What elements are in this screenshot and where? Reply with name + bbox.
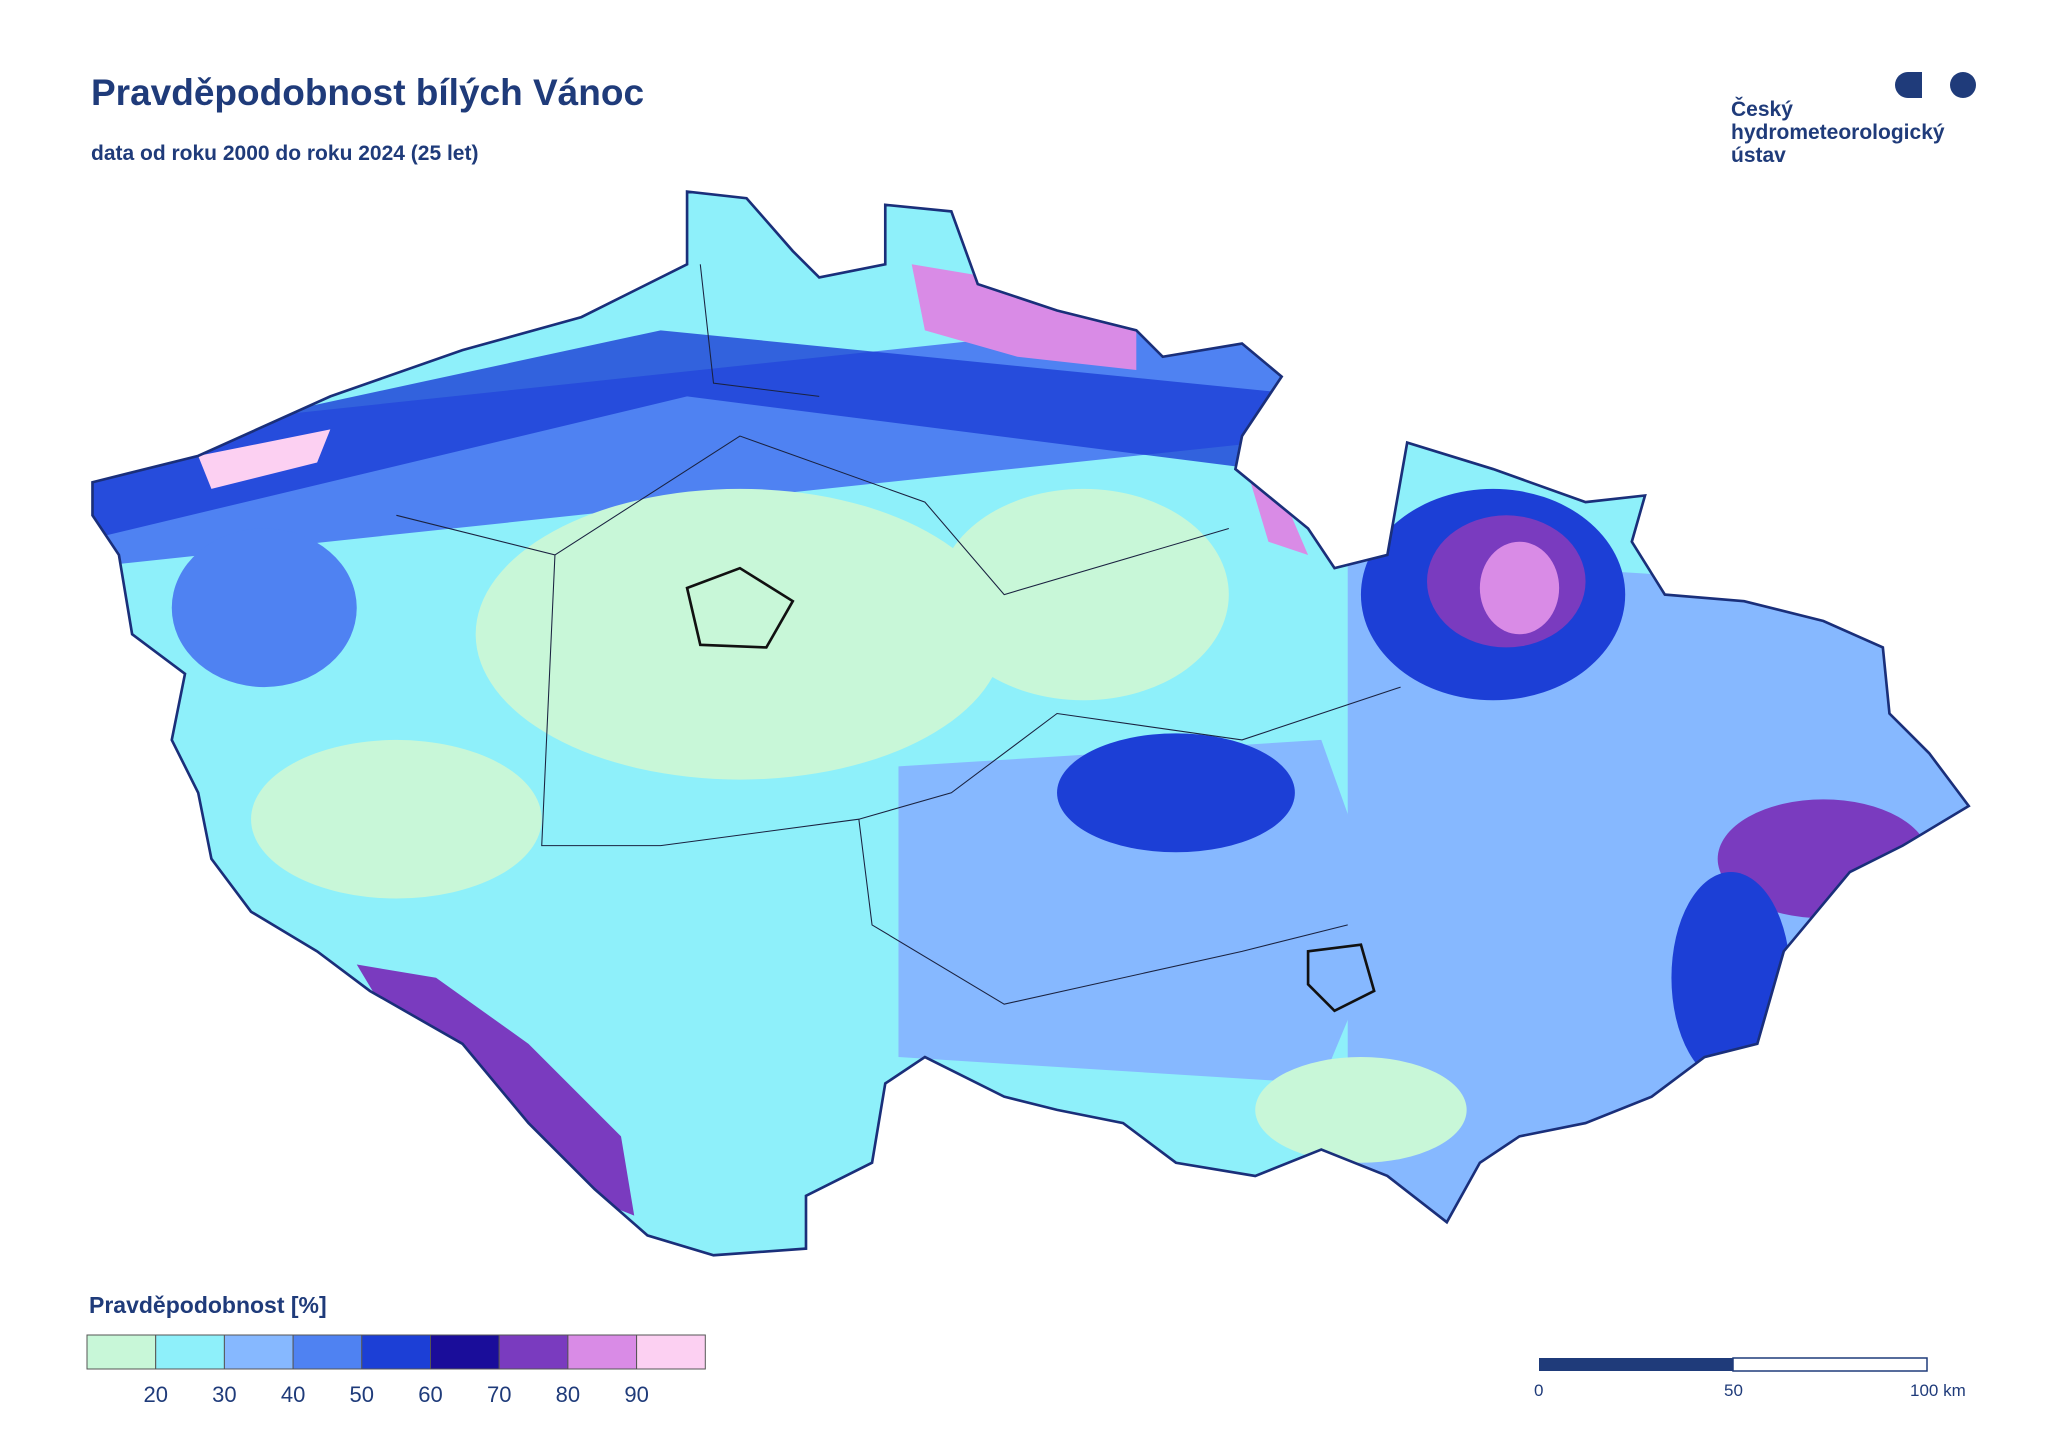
legend-tick-label: 80 [556,1382,580,1407]
legend-swatch [430,1334,500,1370]
map-area [198,429,331,489]
map-area [475,488,1005,780]
legend-tick-label: 50 [350,1382,374,1407]
scale-label: 50 [1724,1381,1743,1400]
legend-tick-label: 40 [281,1382,305,1407]
legend-swatch [155,1334,225,1370]
subtitle: data od roku 2000 do roku 2024 (25 let) [91,142,478,165]
legend-swatch [292,1334,363,1370]
title: Pravděpodobnost bílých Vánoc [91,72,644,113]
logo: Český hydrometeorologický ústav [1731,72,1976,167]
scale-bar: 0 50 100 km [1534,1357,1966,1400]
region-lines [396,264,1401,1005]
legend-swatch [86,1334,157,1370]
legend-swatch [498,1334,569,1370]
region-line [858,819,1348,1005]
map-area [171,528,357,688]
map-area [1479,541,1560,635]
legend-tick-label: 30 [212,1382,236,1407]
map-area [92,330,1322,542]
map-area [1248,475,1309,555]
logo-dot [1908,72,1922,98]
legend-swatch [567,1334,638,1370]
legend-tick-label: 60 [418,1382,442,1407]
logo-text: Český [1731,97,1793,121]
scale-segment [1539,1358,1733,1371]
map-area [911,264,1137,370]
scale-label: 100 km [1910,1381,1966,1400]
logo-text: hydrometeorologický [1731,121,1945,144]
scale-segment [1732,1357,1928,1372]
map-area [1255,1057,1467,1163]
region-line [699,264,820,397]
scale-label: 0 [1534,1381,1543,1400]
region-line [396,435,1229,596]
legend-tick-label: 20 [143,1382,167,1407]
logo-dot [1950,72,1976,98]
legend-tick-label: 90 [624,1382,648,1407]
city-border [1306,943,1376,1013]
logo-text: ústav [1731,144,1786,167]
region-line [541,554,1401,847]
legend-title: Pravděpodobnost [%] [89,1292,327,1318]
city-border [685,566,795,649]
legend-swatch [223,1334,294,1370]
map-area [251,739,542,899]
legend: 20 30 40 50 60 70 80 90 [86,1334,706,1407]
legend-swatch [636,1334,706,1370]
map-area [938,488,1229,701]
legend-swatch [361,1334,431,1370]
map-area [1057,733,1295,853]
legend-tick-label: 70 [487,1382,511,1407]
